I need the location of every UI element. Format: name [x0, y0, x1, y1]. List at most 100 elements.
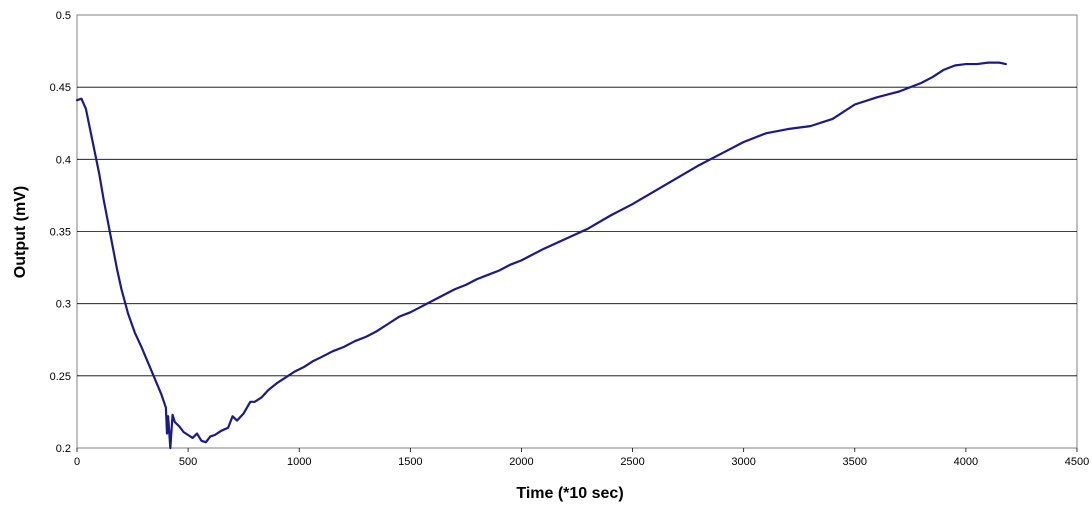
data-point: [183, 431, 185, 433]
data-point: [331, 350, 334, 352]
data-point: [249, 401, 251, 403]
data-point: [311, 360, 314, 362]
data-point: [765, 132, 767, 134]
data-point: [487, 274, 489, 276]
data-point: [476, 278, 478, 280]
data-point: [365, 336, 367, 338]
data-point: [998, 62, 1000, 64]
data-point: [147, 362, 149, 364]
data-point: [376, 330, 378, 332]
data-point: [89, 129, 91, 132]
data-point: [209, 435, 211, 438]
data-point: [498, 269, 500, 272]
data-point: [920, 82, 923, 84]
data-point: [285, 376, 287, 378]
data-point: [898, 90, 900, 93]
data-point: [166, 432, 168, 435]
data-point: [409, 311, 411, 313]
data-point: [127, 313, 129, 315]
x-tick-label: 3500: [843, 456, 867, 468]
data-point: [987, 62, 989, 64]
data-point: [876, 96, 878, 98]
data-point: [267, 389, 269, 391]
x-tick-label: 1000: [287, 456, 311, 468]
data-point: [1005, 63, 1007, 65]
data-point: [976, 63, 978, 65]
data-point: [443, 294, 445, 296]
data-point: [809, 125, 811, 127]
data-point: [254, 401, 256, 403]
x-tick-label: 2500: [620, 456, 644, 468]
data-point: [109, 233, 111, 235]
data-point: [134, 331, 136, 334]
data-point: [174, 421, 176, 423]
data-point: [167, 415, 169, 417]
data-point: [236, 419, 238, 422]
y-tick-label: 0.5: [56, 10, 71, 22]
data-point: [160, 394, 163, 396]
data-point: [154, 378, 156, 380]
data-point: [260, 396, 263, 399]
data-point: [196, 432, 198, 435]
data-point: [227, 427, 229, 429]
data-point: [509, 264, 511, 266]
data-point: [543, 248, 545, 250]
data-point: [387, 323, 389, 325]
y-tick-label: 0.35: [50, 227, 71, 239]
data-point: [720, 152, 723, 155]
data-point: [200, 440, 203, 442]
data-point: [85, 108, 87, 110]
data-point: [187, 434, 189, 436]
series-layer: [75, 61, 1007, 450]
data-point: [454, 288, 456, 290]
data-point: [343, 346, 345, 348]
data-point: [787, 128, 789, 130]
x-tick-label: 1500: [398, 456, 422, 468]
y-tick-label: 0.4: [56, 154, 71, 166]
series-line-0: [75, 61, 1007, 450]
data-point: [654, 190, 656, 192]
data-point: [831, 118, 834, 120]
x-axis-title: Time (*10 sec): [516, 485, 623, 502]
data-point: [140, 346, 143, 348]
data-point: [431, 300, 434, 302]
data-point: [420, 305, 423, 308]
data-point: [565, 238, 567, 240]
data-point: [465, 284, 467, 286]
data-point: [520, 259, 523, 261]
data-point: [587, 228, 589, 230]
data-point: [103, 199, 105, 201]
data-point: [276, 382, 278, 384]
x-tick-label: 500: [179, 456, 197, 468]
data-point: [303, 366, 305, 368]
x-tick-label: 0: [74, 456, 80, 468]
data-point: [220, 430, 223, 432]
data-point: [116, 268, 118, 270]
data-point: [954, 64, 956, 67]
data-point: [94, 151, 96, 153]
y-tick-label: 0.3: [56, 299, 71, 311]
y-tick-label: 0.2: [56, 443, 71, 455]
x-tick-label: 3000: [731, 456, 755, 468]
x-tick-label: 4500: [1065, 456, 1089, 468]
data-point: [76, 99, 78, 101]
y-axis-tick-labels: 0.2 0.25 0.3 0.35 0.4 0.45 0.5: [50, 10, 71, 455]
data-point: [609, 215, 611, 217]
data-point: [698, 164, 700, 166]
data-point: [965, 63, 967, 65]
data-point: [120, 288, 123, 290]
data-point: [854, 103, 856, 106]
data-point: [178, 425, 180, 427]
data-point: [231, 415, 234, 417]
y-tick-label: 0.25: [50, 371, 71, 383]
data-point: [943, 69, 945, 71]
x-axis-tick-marks: [76, 448, 1078, 452]
data-point: [243, 412, 245, 414]
data-point: [80, 98, 83, 100]
data-point: [165, 406, 167, 409]
data-point: [743, 141, 745, 143]
data-point: [205, 441, 207, 443]
x-axis-tick-labels: 0 500 1000 1500 2000 2500 3000 3500 4000 4500: [74, 456, 1089, 468]
data-point: [98, 173, 100, 175]
data-point: [676, 177, 678, 179]
